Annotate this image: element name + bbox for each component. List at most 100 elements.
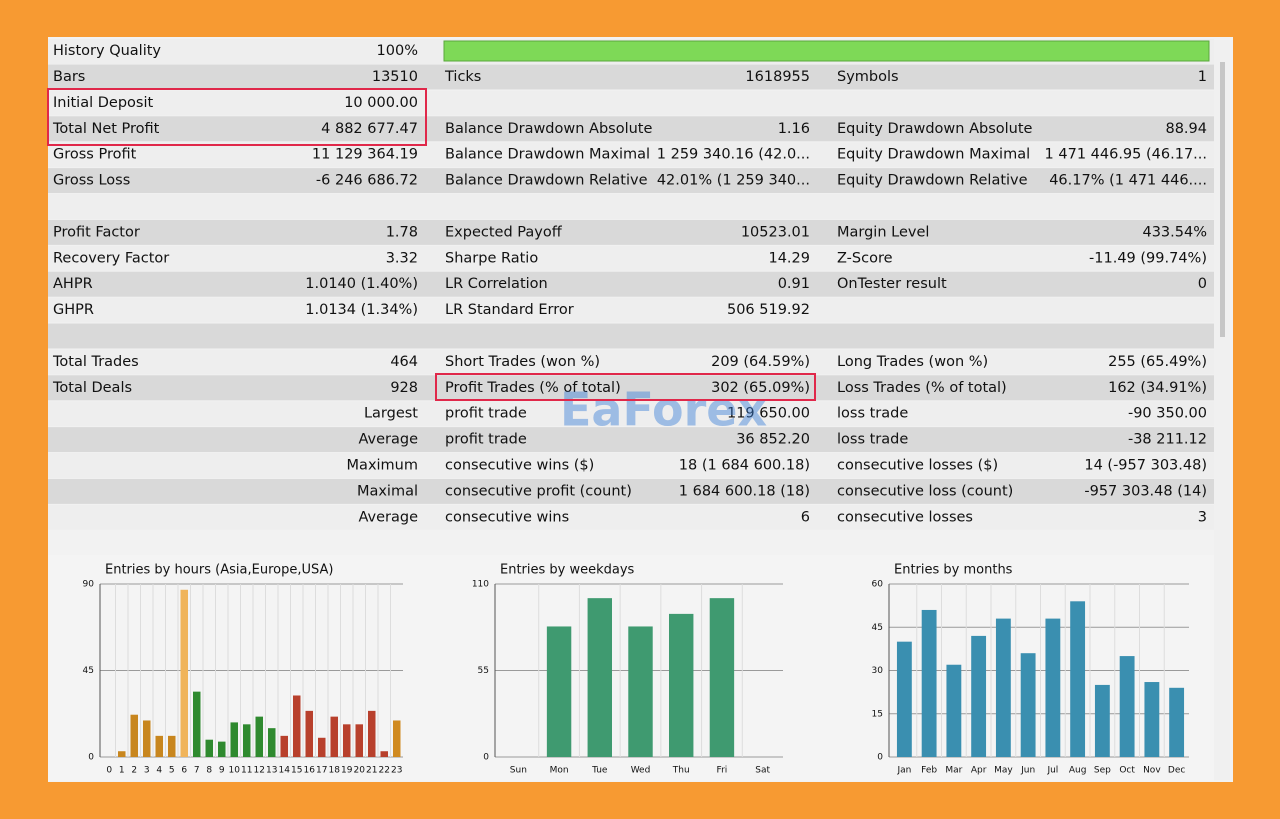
- value: Average: [358, 432, 418, 448]
- value: 1 684 600.18 (18): [679, 483, 810, 499]
- y-tick-label: 60: [872, 580, 884, 590]
- y-tick-label: 0: [88, 753, 94, 763]
- x-tick-label: 12: [254, 766, 265, 776]
- label: GHPR: [53, 302, 94, 318]
- x-tick-label: Sun: [510, 766, 527, 776]
- x-tick-label: Tue: [591, 766, 608, 776]
- row-bg: [48, 453, 1214, 478]
- x-tick-label: 17: [316, 766, 327, 776]
- label: consecutive wins ($): [445, 458, 594, 474]
- bar: [1094, 684, 1110, 757]
- value: 162 (34.91%): [1108, 380, 1207, 396]
- label: Z-Score: [837, 250, 893, 266]
- x-tick-label: 22: [379, 766, 390, 776]
- x-tick-label: Apr: [971, 766, 987, 776]
- label: Initial Deposit: [53, 95, 153, 111]
- value: 18 (1 684 600.18): [679, 458, 810, 474]
- quality-bar: [443, 40, 1210, 62]
- label: Gross Profit: [53, 147, 137, 163]
- label: Balance Drawdown Relative: [445, 173, 648, 189]
- label: LR Correlation: [445, 276, 548, 292]
- x-tick-label: Thu: [672, 766, 690, 776]
- value: 1.78: [386, 224, 418, 240]
- x-tick-label: 18: [329, 766, 341, 776]
- value: Largest: [364, 406, 418, 422]
- row-bg: [48, 349, 1214, 375]
- row-bg: [48, 427, 1214, 453]
- value: 46.17% (1 471 446....: [1049, 173, 1207, 189]
- x-tick-label: 9: [219, 766, 225, 776]
- bar: [393, 720, 401, 757]
- x-tick-label: 7: [194, 766, 200, 776]
- bar: [1169, 687, 1185, 757]
- row-bg: [48, 219, 1214, 245]
- value: 3: [1198, 509, 1207, 525]
- bar: [995, 618, 1011, 757]
- row-bg: [48, 142, 1214, 168]
- label: loss trade: [837, 406, 908, 422]
- y-tick-label: 55: [478, 666, 489, 676]
- bar: [243, 724, 251, 757]
- x-tick-label: 13: [266, 766, 277, 776]
- label: Ticks: [444, 69, 481, 85]
- label: OnTester result: [837, 276, 947, 292]
- y-tick-label: 110: [472, 580, 489, 590]
- chart-title: Entries by hours (Asia,Europe,USA): [105, 563, 333, 578]
- x-tick-label: 19: [341, 766, 353, 776]
- bar: [218, 741, 226, 757]
- bar: [130, 714, 138, 757]
- label: Profit Trades (% of total): [445, 380, 621, 396]
- y-tick-label: 0: [877, 753, 883, 763]
- x-tick-label: Wed: [631, 766, 651, 776]
- value: -6 246 686.72: [316, 173, 418, 189]
- bar: [355, 724, 363, 757]
- label: LR Standard Error: [445, 302, 574, 318]
- scrollbar-thumb[interactable]: [1220, 62, 1225, 337]
- value: 464: [390, 354, 418, 370]
- bar: [1045, 618, 1061, 757]
- label: Short Trades (won %): [445, 354, 600, 370]
- x-tick-label: 4: [156, 766, 162, 776]
- y-tick-label: 15: [872, 709, 883, 719]
- x-tick-label: 0: [106, 766, 112, 776]
- x-tick-label: 10: [229, 766, 241, 776]
- bar: [946, 664, 962, 757]
- x-tick-label: Oct: [1119, 766, 1135, 776]
- value: 42.01% (1 259 340...: [657, 173, 810, 189]
- label: consecutive losses: [837, 509, 973, 525]
- label: Long Trades (won %): [837, 354, 988, 370]
- value: -90 350.00: [1128, 406, 1207, 422]
- value: 1.0140 (1.40%): [305, 276, 418, 292]
- bar: [380, 751, 388, 757]
- row-bg: [48, 401, 1214, 427]
- x-tick-label: Jul: [1046, 766, 1058, 776]
- value: 1 471 446.95 (46.17...: [1045, 147, 1207, 163]
- value: -38 211.12: [1128, 432, 1207, 448]
- scrollbar[interactable]: [1214, 40, 1230, 780]
- label: Profit Factor: [53, 224, 140, 240]
- x-tick-label: Dec: [1168, 766, 1185, 776]
- value: 4 882 677.47: [321, 121, 418, 137]
- label: Bars: [53, 69, 85, 85]
- chart-title: Entries by months: [894, 563, 1013, 578]
- value: 11 129 364.19: [312, 147, 418, 163]
- row-bg: [48, 375, 1214, 401]
- bar: [280, 735, 288, 757]
- value: 506 519.92: [727, 302, 810, 318]
- label: consecutive wins: [445, 509, 569, 525]
- x-tick-label: 21: [366, 766, 377, 776]
- value: Maximum: [347, 458, 418, 474]
- bar: [971, 635, 987, 757]
- bar: [1144, 682, 1160, 757]
- value: 209 (64.59%): [711, 354, 810, 370]
- label: Balance Drawdown Absolute: [445, 121, 652, 137]
- row-bg: [48, 323, 1214, 349]
- bar: [143, 720, 151, 757]
- bar: [587, 598, 612, 757]
- row-bg: [48, 168, 1214, 194]
- label: AHPR: [53, 276, 93, 292]
- label: Loss Trades (% of total): [837, 380, 1007, 396]
- label: profit trade: [445, 432, 527, 448]
- row-bg: [48, 116, 1214, 142]
